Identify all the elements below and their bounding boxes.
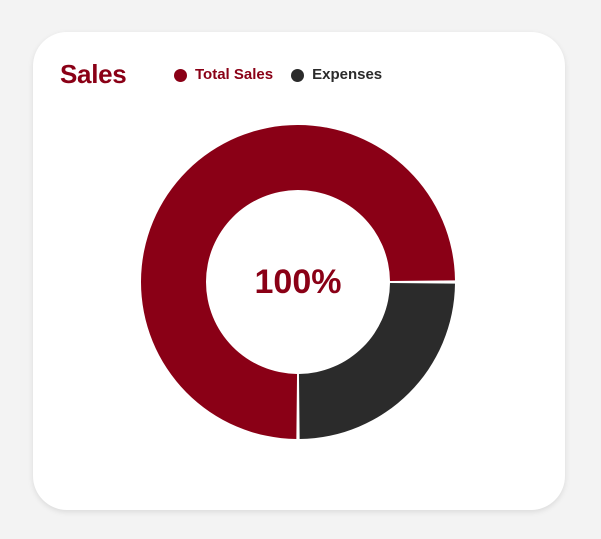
donut-chart: 100% (140, 124, 455, 439)
legend-label-total-sales: Total Sales (195, 66, 274, 83)
donut-slice-total-sales[interactable] (140, 124, 455, 439)
chart-title: Sales (60, 59, 127, 89)
sales-card: Sales Total Sales Expenses 100% (33, 32, 565, 510)
legend-dot-total-sales (174, 68, 187, 82)
donut-center-label: 100% (255, 263, 342, 301)
legend-item-total-sales[interactable]: Total Sales (174, 65, 273, 85)
legend-item-expenses[interactable]: Expenses (291, 65, 382, 85)
chart-legend: Total Sales Expenses (174, 65, 382, 85)
donut-slice-expenses[interactable] (298, 282, 455, 439)
legend-dot-expenses (291, 68, 305, 82)
legend-label-expenses: Expenses (312, 66, 383, 83)
donut-slices (140, 124, 455, 439)
